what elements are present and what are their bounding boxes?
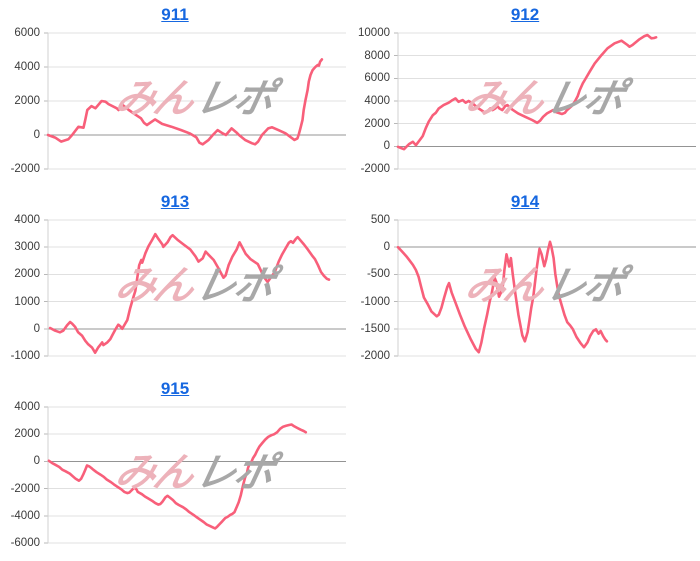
plot-area-915: みん レポ (44, 406, 346, 544)
y-tick-label: 2000 (14, 428, 40, 441)
chart-link-915[interactable]: 915 (160, 379, 190, 398)
y-tick-label: 0 (33, 129, 40, 141)
plot-area-911: みん レポ (44, 32, 346, 170)
y-tick-label: 0 (383, 241, 390, 254)
chart-cell-911: 911 みん レポ 6000 4000 2000 0 -2000 (0, 0, 350, 187)
y-tick-label: -2000 (360, 163, 390, 175)
plot-area-912: みん レポ (394, 32, 696, 170)
y-tick-label: 6000 (364, 72, 390, 85)
chart-title-row: 912 (350, 5, 700, 25)
y-tick-label: 0 (33, 322, 40, 335)
series-line (47, 423, 308, 530)
chart-link-911[interactable]: 911 (161, 5, 189, 24)
y-tick-label: -1500 (360, 322, 390, 335)
plot-canvas (394, 219, 696, 357)
y-tick-label: 0 (33, 455, 40, 468)
y-tick-label: 4000 (14, 401, 40, 413)
y-tick-label: -500 (366, 268, 390, 281)
chart-title-row: 913 (0, 192, 350, 212)
chart-cell-915: 915 みん レポ 4000 2000 0 -2000 -4000 -6000 (0, 374, 350, 561)
y-tick-label: 8000 (364, 49, 390, 62)
y-tick-label: 1000 (14, 295, 40, 308)
y-tick-label: -4000 (10, 509, 40, 522)
series-line (396, 33, 658, 151)
series-line (48, 232, 331, 354)
y-tick-label: 2000 (14, 95, 40, 107)
y-tick-label: -1000 (10, 350, 40, 362)
y-tick-label: 6000 (14, 27, 40, 39)
y-tick-label: 500 (370, 214, 390, 226)
empty-cell (350, 374, 700, 561)
chart-cell-913: 913 みん レポ 4000 3000 2000 1000 0 -1000 (0, 187, 350, 374)
chart-title-row: 914 (350, 192, 700, 212)
y-tick-label: 4000 (364, 95, 390, 107)
plot-canvas (394, 32, 696, 170)
plot-canvas (44, 406, 346, 544)
plot-area-913: みん レポ (44, 219, 346, 357)
chart-title-row: 911 (0, 5, 350, 25)
y-tick-label: -1000 (360, 295, 390, 308)
y-tick-label: -2000 (10, 163, 40, 175)
chart-link-914[interactable]: 914 (510, 192, 540, 211)
y-tick-label: -6000 (10, 537, 40, 549)
chart-cell-914: 914 みん レポ 500 0 -500 -1000 -1500 -2000 (350, 187, 700, 374)
chart-link-913[interactable]: 913 (160, 192, 190, 211)
plot-area-914: みん レポ (394, 219, 696, 357)
y-tick-label: 4000 (14, 61, 40, 73)
y-tick-label: -2000 (360, 350, 390, 362)
chart-title-row: 915 (0, 379, 350, 399)
y-tick-label: 0 (383, 140, 390, 153)
y-tick-label: 2000 (14, 268, 40, 281)
plot-canvas (44, 32, 346, 170)
plot-canvas (44, 219, 346, 357)
y-tick-label: 4000 (14, 214, 40, 226)
series-line (396, 240, 609, 354)
chart-cell-912: 912 みん レポ 10000 8000 6000 4000 2000 0 -2000 (350, 0, 700, 187)
y-tick-label: -2000 (10, 482, 40, 495)
y-tick-label: 10000 (358, 27, 390, 39)
y-tick-label: 3000 (14, 241, 40, 254)
y-tick-label: 2000 (364, 117, 390, 130)
series-line (46, 58, 324, 146)
chart-link-912[interactable]: 912 (510, 5, 540, 24)
